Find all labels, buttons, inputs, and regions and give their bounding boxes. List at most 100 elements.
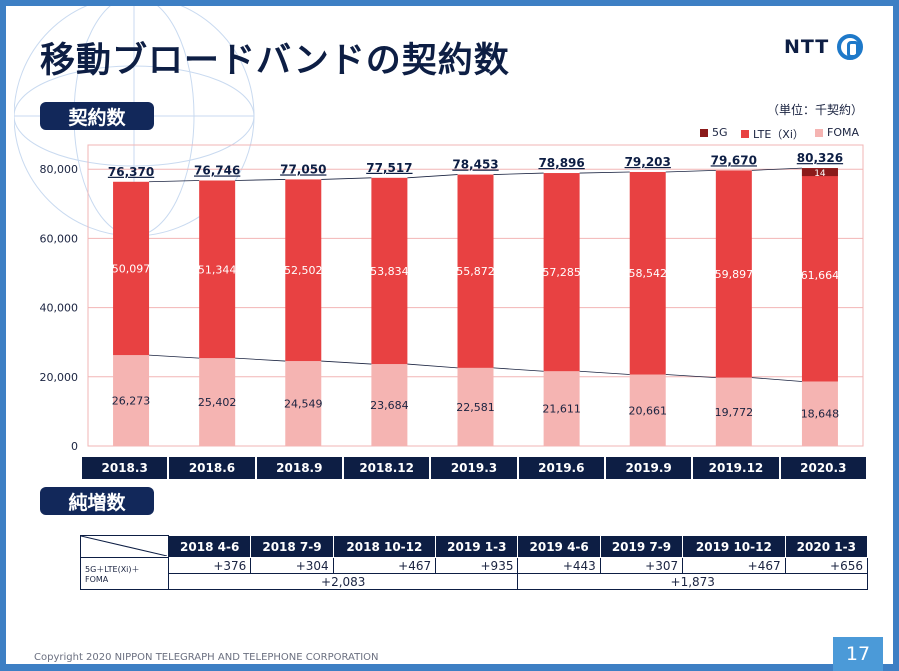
data-label-foma: 22,581 [456,401,495,414]
data-label-total: 77,050 [280,162,326,176]
x-tick-label: 2020.3 [780,457,866,479]
bar-foma [457,367,494,446]
bar-lte [457,174,494,368]
table-cell: +467 [332,557,437,574]
x-tick-label: 2019.9 [605,457,692,479]
data-label-foma: 20,661 [628,404,667,417]
bar-foma [285,361,322,446]
legend-swatch-foma [815,128,823,137]
x-tick-label: 2018.3 [82,457,168,479]
legend-foma: FOMA [815,126,859,139]
bar-lte [371,177,408,365]
connector-line-total [407,174,458,179]
data-label-lte: 52,502 [284,264,323,277]
ntt-logo: NTT [784,34,864,60]
data-label-lte: 53,834 [370,265,409,278]
logo-text: NTT [784,36,830,58]
diagonal-line [81,536,167,556]
table-cell: +376 [167,557,252,574]
table-cell: +935 [435,557,519,574]
x-tick-label: 2018.6 [169,457,255,479]
bar-lte [285,179,322,362]
data-label-5g: 14 [814,169,826,179]
data-label-total: 76,370 [108,165,154,179]
section-label-contracts: 契約数 [40,102,154,130]
bar-lte [801,168,838,382]
table-cell: +656 [784,557,869,574]
table-header: 2020 1-3 [784,535,869,558]
data-label-total: 77,517 [366,161,412,175]
bar-lte [113,181,150,356]
bar-foma [199,358,236,446]
connector-line-foma [149,354,200,359]
y-tick-label: 0 [71,440,78,453]
legend-label-5g: 5G [712,126,728,139]
connector-line-total [235,179,286,181]
connector-line-total [493,172,544,175]
table-cell: +307 [599,557,684,574]
bar-lte [543,173,580,372]
data-label-lte: 61,664 [801,269,840,282]
table-header: 2018 7-9 [250,535,334,558]
connector-line-foma [751,377,802,382]
connector-line-foma [321,360,372,365]
legend-5g: 5G [700,126,728,139]
data-label-foma: 18,648 [801,408,840,421]
x-tick-label: 2018.12 [343,457,430,479]
x-tick-label: 2019.12 [693,457,779,479]
row-label: 5G＋LTE(Xi)＋ FOMA [80,557,169,590]
x-tick-label: 2019.3 [431,457,517,479]
net-increase-table: 2018 4-6 2018 7-9 2018 10-12 2019 1-3 20… [80,535,869,590]
bar-foma [801,381,838,446]
legend-swatch-lte [741,130,749,138]
bar-foma [371,364,408,446]
table-corner-cell [80,535,169,558]
data-label-foma: 26,273 [112,395,151,408]
data-label-lte: 50,097 [112,262,151,275]
data-label-lte: 55,872 [456,265,495,278]
connector-line-total [321,177,372,180]
table-cell: +443 [517,557,601,574]
table-header: 2019 10-12 [682,535,786,558]
data-label-lte: 58,542 [628,267,667,280]
bar-foma [629,374,666,446]
connector-line-total [149,180,200,183]
connector-line-total [751,167,802,171]
section-label-net-increase: 純増数 [40,487,154,515]
bar-foma [715,377,752,446]
data-label-total: 76,746 [194,163,240,177]
copyright-footer: Copyright 2020 NIPPON TELEGRAPH AND TELE… [34,652,379,663]
connector-line-foma [407,363,458,369]
data-label-lte: 57,285 [542,266,581,279]
table-row-quarterly: 5G＋LTE(Xi)＋ FOMA +376 +304 +467 +935 +44… [80,557,869,590]
table-row-annual: +2,083 +1,873 [81,573,868,590]
legend-label-foma: FOMA [827,126,860,139]
bar-5g [801,168,838,177]
legend-swatch-5g [700,128,708,137]
table-header: 2018 4-6 [167,535,252,558]
data-label-foma: 19,772 [715,406,754,419]
table-header: 2019 4-6 [517,535,601,558]
unit-note: （単位：千契約） [766,103,863,117]
table-header-row: 2018 4-6 2018 7-9 2018 10-12 2019 1-3 20… [80,535,869,558]
connector-line-foma [235,357,286,362]
bottom-bar [0,664,899,671]
table-header: 2018 10-12 [332,535,437,558]
bar-lte [629,171,666,375]
data-label-total: 78,453 [452,158,498,172]
bar-lte [199,180,236,359]
bar-lte [715,170,752,378]
x-tick-label: 2018.9 [256,457,342,479]
legend-label-lte: LTE（Xi） [753,128,804,141]
data-label-foma: 25,402 [198,396,237,409]
page-title: 移動ブロードバンドの契約数 [40,41,510,81]
data-label-foma: 23,684 [370,399,409,412]
connector-line-foma [579,370,630,375]
legend-lte: LTE（Xi） [741,126,804,142]
x-axis-categories: 2018.3 2018.6 2018.9 2018.12 2019.3 2019… [82,457,868,479]
data-label-total: 80,326 [797,151,843,165]
table-cell: +467 [682,557,786,574]
x-tick-label: 2019.6 [518,457,604,479]
y-tick-label: 40,000 [40,302,79,315]
